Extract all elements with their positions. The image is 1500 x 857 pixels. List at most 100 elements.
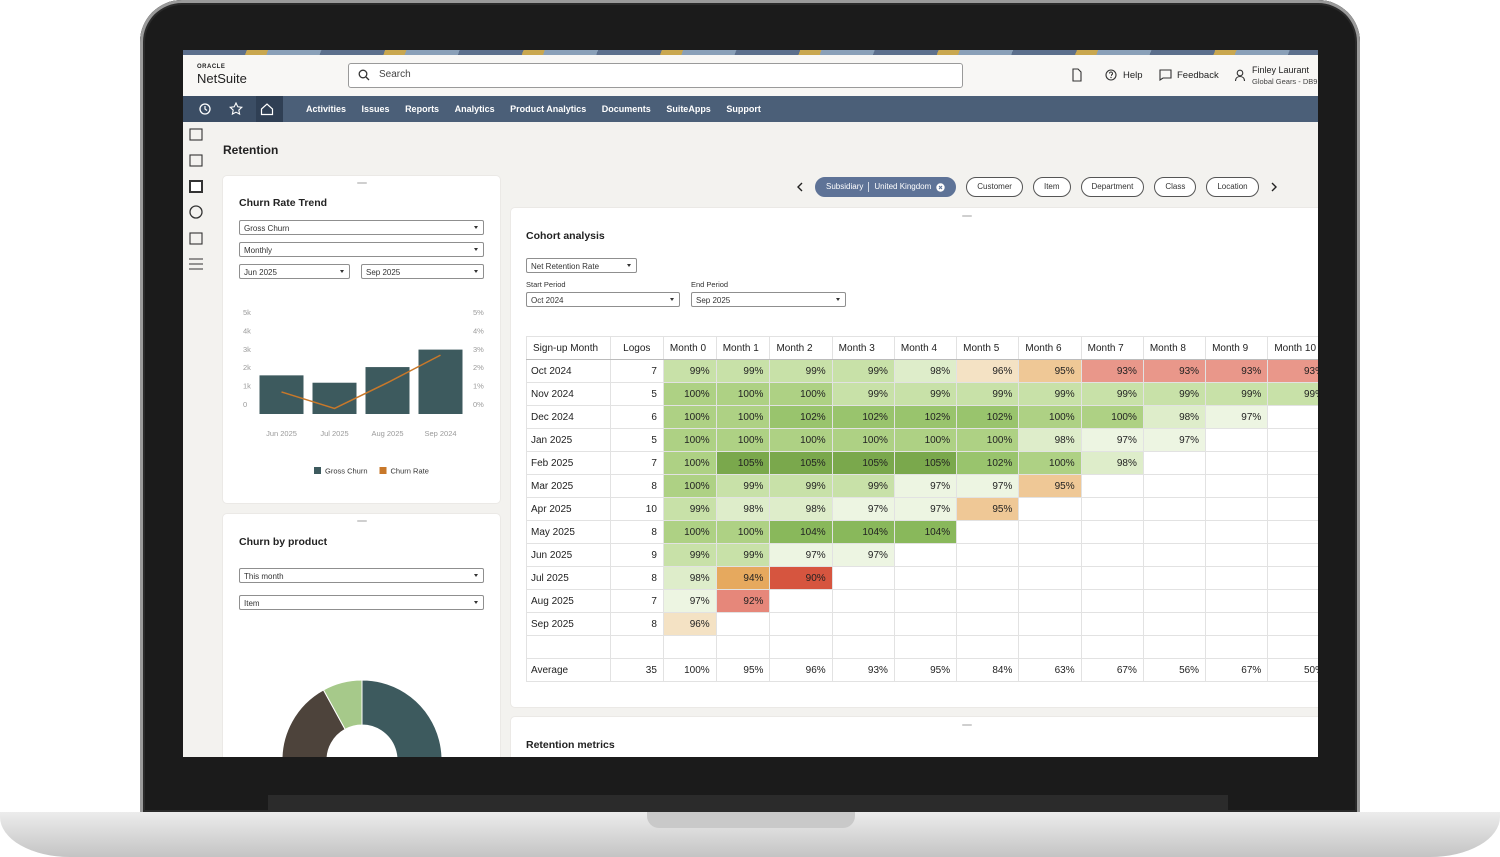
nav-item[interactable]: Analytics: [454, 104, 495, 114]
side-icons: [189, 128, 203, 270]
x-tick-label: Jul 2025: [320, 429, 348, 438]
dropdown[interactable]: This month: [239, 568, 484, 583]
card-title: Churn by product: [239, 536, 328, 548]
retention-cell: 97%: [893, 497, 958, 521]
empty-cell: [831, 589, 895, 613]
brand-strip: [183, 50, 1318, 55]
feedback-link[interactable]: Feedback: [1177, 70, 1219, 81]
nav-item[interactable]: Product Analytics: [510, 104, 587, 114]
logos-cell: 7: [609, 451, 664, 475]
cohort-row: Aug 2025 7 97% 92%: [526, 589, 1318, 613]
retention-cell: 104%: [769, 520, 833, 544]
drag-handle[interactable]: [962, 724, 972, 726]
row-label: Jul 2025: [526, 566, 611, 590]
drag-handle[interactable]: [357, 182, 367, 184]
retention-cell: 99%: [715, 474, 771, 498]
search-box[interactable]: Search: [348, 63, 963, 88]
dropdown-value: Jun 2025: [244, 268, 277, 277]
document-icon[interactable]: [1071, 68, 1083, 82]
cohort-card: Cohort analysis Net Retention Rate Start…: [511, 208, 1318, 707]
side-icon[interactable]: [189, 232, 203, 245]
scroll-left[interactable]: [795, 181, 805, 193]
dropdown[interactable]: Oct 2024: [526, 292, 680, 307]
average-row: Average 35 100% 95% 96% 93% 95% 84% 63% 67% 56% 67%…: [526, 658, 1318, 682]
retention-cell: 97%: [1142, 428, 1207, 452]
feedback-icon[interactable]: [1159, 69, 1172, 81]
retention-cell: 96%: [662, 612, 717, 636]
empty-cell: [956, 520, 1020, 544]
dropdown[interactable]: Item: [239, 595, 484, 610]
home-icon[interactable]: [260, 102, 274, 116]
empty-cell: [893, 543, 958, 567]
retention-cell: 94%: [715, 566, 771, 590]
retention-cell: 98%: [893, 359, 958, 383]
favorites-icon[interactable]: [229, 102, 243, 116]
help-link[interactable]: Help: [1123, 70, 1143, 81]
dropdown[interactable]: Sep 2025: [691, 292, 846, 307]
empty-cell: [1205, 543, 1269, 567]
user-icon[interactable]: [1235, 69, 1248, 82]
empty-cell: [1205, 474, 1269, 498]
column-header: Month 1: [715, 336, 771, 360]
nav-item[interactable]: Support: [726, 104, 761, 114]
dropdown[interactable]: Monthly: [239, 242, 484, 257]
side-icon[interactable]: [189, 205, 203, 219]
nav-item[interactable]: Activities: [306, 104, 347, 114]
empty-cell: [1080, 520, 1144, 544]
y-tick-label: 5k: [243, 308, 251, 317]
side-icon[interactable]: [189, 258, 203, 270]
side-icon[interactable]: [189, 128, 203, 141]
dropdown[interactable]: Sep 2025: [361, 264, 484, 279]
nav-item[interactable]: Issues: [361, 104, 390, 114]
empty-cell: [1142, 635, 1207, 659]
retention-cell: 97%: [956, 474, 1020, 498]
nav-item[interactable]: SuiteApps: [666, 104, 711, 114]
filter-chip[interactable]: Location: [1206, 177, 1259, 197]
dropdown[interactable]: Jun 2025: [239, 264, 350, 279]
drag-handle[interactable]: [962, 215, 972, 217]
retention-cell: 97%: [1080, 428, 1144, 452]
spacer-row: [526, 635, 1318, 659]
dropdown[interactable]: Gross Churn: [239, 220, 484, 235]
chip-clear[interactable]: [936, 182, 945, 192]
empty-cell: [769, 589, 833, 613]
pie-slice: [322, 679, 363, 731]
dropdown-value: Net Retention Rate: [531, 262, 600, 271]
dropdown-value: Sep 2025: [696, 296, 731, 305]
retention-cell: 100%: [715, 520, 771, 544]
drag-handle[interactable]: [357, 520, 367, 522]
filter-chip[interactable]: Item: [1032, 177, 1071, 197]
empty-cell: [1142, 520, 1207, 544]
y2-tick-label: 0%: [473, 400, 484, 409]
churn-product-chart: [281, 679, 443, 757]
row-label: Jun 2025: [526, 543, 611, 567]
user-name[interactable]: Finley Laurant: [1252, 65, 1310, 75]
filter-chip[interactable]: Customer: [966, 177, 1023, 197]
retention-cell: 99%: [831, 359, 895, 383]
empty-cell: [526, 635, 611, 659]
retention-cell: 100%: [662, 474, 717, 498]
side-icon[interactable]: [189, 154, 203, 167]
filter-chip[interactable]: Department: [1080, 177, 1145, 197]
user-account: Global Gears - DB9: [1252, 77, 1318, 86]
logo-netsuite[interactable]: NetSuite: [197, 71, 247, 86]
scroll-right[interactable]: [1269, 181, 1279, 193]
retention-cell: 56%: [1142, 658, 1207, 682]
subsidiary-chip[interactable]: Subsidiary United Kingdom: [815, 177, 957, 197]
retention-cell: 98%: [1142, 405, 1207, 429]
nav-item[interactable]: Reports: [405, 104, 440, 114]
column-header: Month 3: [831, 336, 895, 360]
filter-chip[interactable]: Class: [1154, 177, 1197, 197]
side-icon[interactable]: [189, 180, 203, 193]
retention-cell: 50%: [1267, 658, 1318, 682]
home-tab[interactable]: [256, 96, 283, 122]
empty-cell: [1205, 428, 1269, 452]
y2-tick-label: 3%: [473, 345, 484, 354]
help-icon[interactable]: [1105, 69, 1117, 81]
retention-cell: 97%: [1205, 405, 1269, 429]
dropdown[interactable]: Net Retention Rate: [526, 258, 637, 273]
nav-item[interactable]: Documents: [601, 104, 651, 114]
recent-icon[interactable]: [198, 102, 212, 116]
cohort-row: Jul 2025 8 98% 94% 90%: [526, 566, 1318, 590]
